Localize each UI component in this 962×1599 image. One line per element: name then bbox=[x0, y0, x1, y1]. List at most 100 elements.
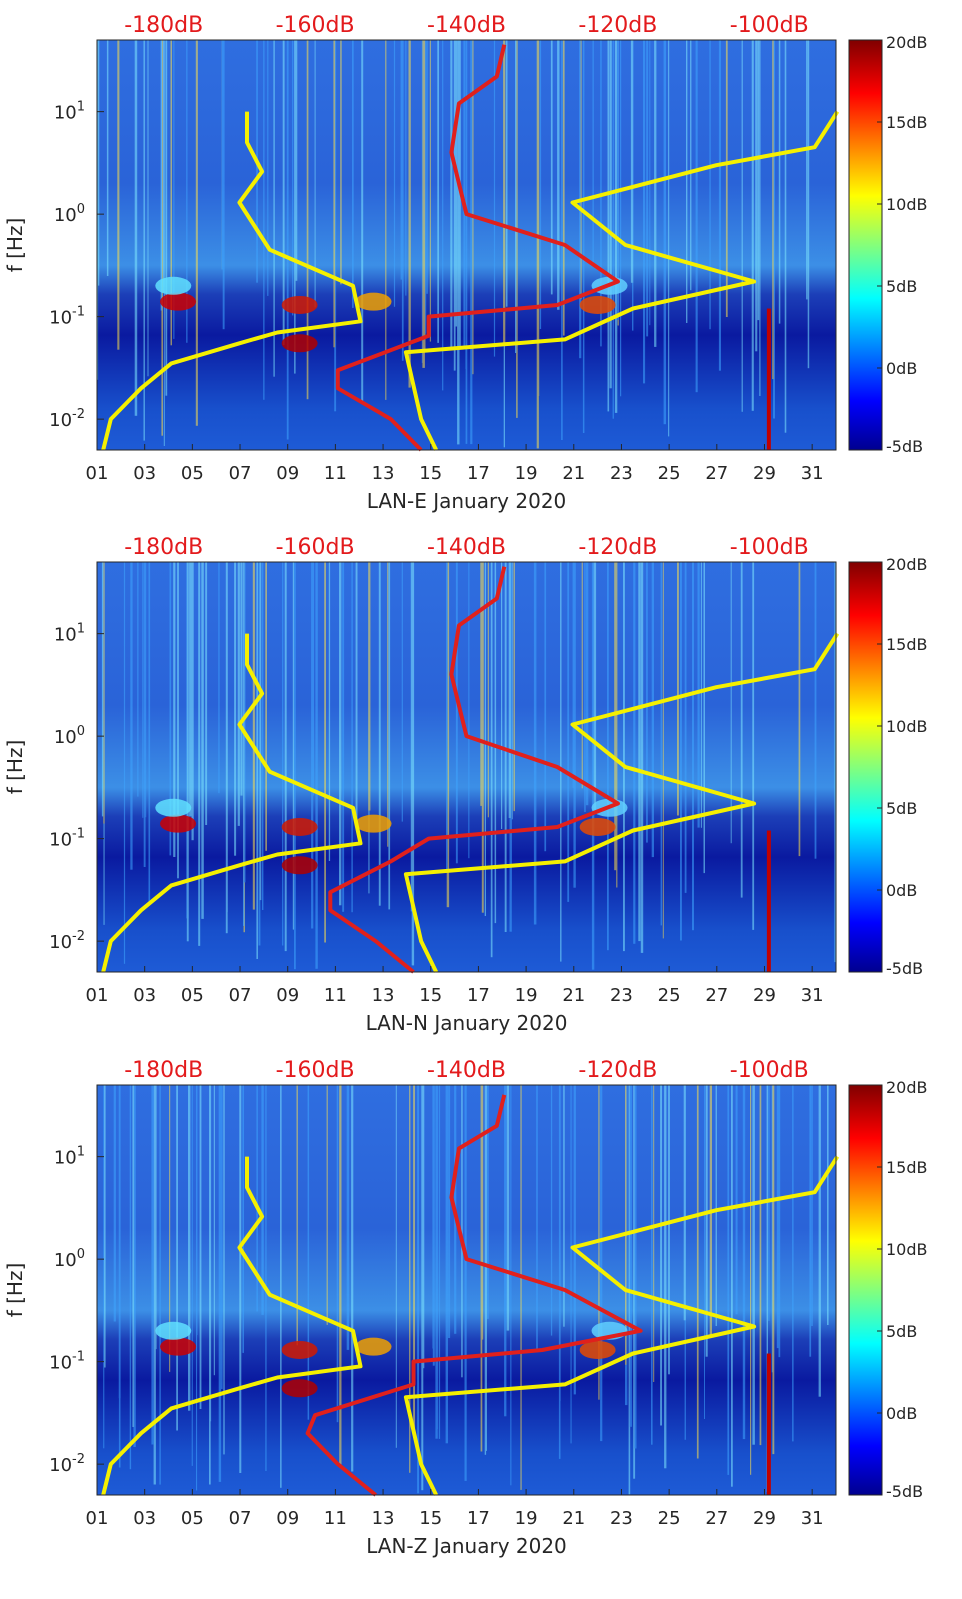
y-axis-label: f [Hz] bbox=[3, 218, 27, 273]
series-yellow-high-noise-model bbox=[403, 1155, 840, 1496]
y-tick-label: 101 bbox=[54, 1145, 85, 1169]
x-tick-label: 31 bbox=[801, 1508, 824, 1529]
energy-blob bbox=[281, 1340, 318, 1359]
colorbar-tick-label: 10dB bbox=[886, 1240, 928, 1259]
top-db-label: -100dB bbox=[730, 13, 809, 38]
colorbar-tick-label: 5dB bbox=[886, 799, 917, 818]
colorbar bbox=[848, 561, 883, 973]
x-tick-label: 19 bbox=[515, 1508, 538, 1529]
x-tick-label: 07 bbox=[229, 985, 252, 1006]
top-db-label: -120dB bbox=[578, 535, 657, 560]
colorbar-tick-label: 15dB bbox=[886, 113, 928, 132]
x-tick-label: 21 bbox=[562, 1508, 585, 1529]
panel-lan-e: 01 03 05 07 09 11 13 15 17 19 21 23 25 27 29 31 10-2 10-1… bbox=[3, 13, 928, 513]
top-db-label: -180dB bbox=[124, 13, 203, 38]
energy-blob bbox=[281, 334, 318, 353]
y-tick-label: 10-1 bbox=[49, 1350, 85, 1374]
colorbar-tick-label: 0dB bbox=[886, 359, 917, 378]
y-tick-label: 101 bbox=[54, 100, 85, 124]
y-tick-label: 10-1 bbox=[49, 305, 85, 329]
energy-blob bbox=[160, 292, 197, 311]
top-db-label: -120dB bbox=[578, 13, 657, 38]
top-db-label: -180dB bbox=[124, 1058, 203, 1083]
colorbar-tick-label: 5dB bbox=[886, 277, 917, 296]
x-tick-label: 05 bbox=[181, 1508, 204, 1529]
top-db-label: -180dB bbox=[124, 535, 203, 560]
colorbar bbox=[848, 39, 883, 451]
colorbar-tick-label: 10dB bbox=[886, 195, 928, 214]
x-tick-label: 11 bbox=[324, 1508, 347, 1529]
x-axis-label: LAN-Z January 2020 bbox=[366, 1534, 567, 1558]
energy-blob bbox=[160, 814, 197, 833]
x-tick-label: 07 bbox=[229, 463, 252, 484]
top-db-label: -160dB bbox=[276, 13, 355, 38]
y-axis-label: f [Hz] bbox=[3, 740, 27, 795]
x-tick-label: 15 bbox=[419, 1508, 442, 1529]
x-tick-label: 01 bbox=[86, 1508, 109, 1529]
energy-blob bbox=[160, 1337, 197, 1356]
y-tick-label: 100 bbox=[54, 724, 85, 748]
colorbar bbox=[848, 1084, 883, 1496]
x-tick-label: 13 bbox=[372, 1508, 395, 1529]
top-db-label: -160dB bbox=[276, 1058, 355, 1083]
event-streak bbox=[766, 1353, 771, 1495]
x-tick-label: 23 bbox=[610, 463, 633, 484]
x-tick-label: 11 bbox=[324, 463, 347, 484]
colorbar-tick-label: 5dB bbox=[886, 1322, 917, 1341]
top-db-label: -140dB bbox=[427, 535, 506, 560]
spectrogram-streaks bbox=[97, 40, 810, 449]
x-tick-label: 09 bbox=[276, 463, 299, 484]
colorbar-tick-label: 15dB bbox=[886, 1158, 928, 1177]
x-tick-label: 15 bbox=[419, 985, 442, 1006]
colorbar-tick-label: 0dB bbox=[886, 1404, 917, 1423]
plot-frame bbox=[96, 1084, 837, 1496]
y-tick-label: 101 bbox=[54, 622, 85, 646]
energy-blob bbox=[579, 1340, 616, 1359]
series-yellow-low-noise-model bbox=[101, 1156, 363, 1496]
x-axis-label: LAN-E January 2020 bbox=[367, 489, 567, 513]
energy-blob bbox=[579, 295, 616, 314]
energy-blob bbox=[155, 276, 192, 295]
x-tick-label: 19 bbox=[515, 463, 538, 484]
x-tick-label: 23 bbox=[610, 1508, 633, 1529]
colorbar-tick-label: 20dB bbox=[886, 1078, 928, 1097]
panel-lan-n: 01 03 05 07 09 11 13 15 17 19 21 23 25 27 29 31 10-2 10-1… bbox=[3, 535, 928, 1035]
energy-blob bbox=[355, 814, 392, 833]
energy-blob bbox=[155, 1321, 192, 1340]
x-tick-label: 01 bbox=[86, 463, 109, 484]
event-streak bbox=[766, 830, 771, 972]
x-tick-label: 21 bbox=[562, 985, 585, 1006]
y-tick-label: 100 bbox=[54, 202, 85, 226]
top-db-label: -100dB bbox=[730, 535, 809, 560]
x-tick-label: 05 bbox=[181, 985, 204, 1006]
colorbar-tick-label: 20dB bbox=[886, 555, 928, 574]
y-axis-label: f [Hz] bbox=[3, 1263, 27, 1318]
plot-frame bbox=[96, 39, 837, 451]
panel-lan-z: 01 03 05 07 09 11 13 15 17 19 21 23 25 27 29 31 10-2 10-1… bbox=[3, 1058, 928, 1558]
x-tick-label: 27 bbox=[705, 985, 728, 1006]
top-db-label: -140dB bbox=[427, 1058, 506, 1083]
energy-blob bbox=[579, 817, 616, 836]
x-tick-label: 17 bbox=[467, 985, 490, 1006]
x-tick-label: 31 bbox=[801, 463, 824, 484]
x-axis-label: LAN-N January 2020 bbox=[366, 1011, 568, 1035]
y-tick-label: 100 bbox=[54, 1247, 85, 1271]
energy-blob bbox=[281, 817, 318, 836]
colorbar-tick-label: 10dB bbox=[886, 717, 928, 736]
colorbar-tick-label: 20dB bbox=[886, 33, 928, 52]
x-tick-label: 29 bbox=[753, 463, 776, 484]
x-tick-label: 17 bbox=[467, 463, 490, 484]
x-tick-label: 25 bbox=[658, 985, 681, 1006]
x-tick-label: 03 bbox=[133, 985, 156, 1006]
colorbar-tick-label: -5dB bbox=[886, 959, 923, 978]
top-db-label: -120dB bbox=[578, 1058, 657, 1083]
x-tick-label: 27 bbox=[705, 1508, 728, 1529]
energy-blob bbox=[355, 292, 392, 311]
x-tick-label: 19 bbox=[515, 985, 538, 1006]
top-db-label: -100dB bbox=[730, 1058, 809, 1083]
energy-blob bbox=[281, 1379, 318, 1398]
top-db-label: -160dB bbox=[276, 535, 355, 560]
x-tick-label: 23 bbox=[610, 985, 633, 1006]
series-red-median-psd bbox=[305, 1094, 643, 1497]
series-yellow-high-noise-model bbox=[403, 110, 840, 451]
